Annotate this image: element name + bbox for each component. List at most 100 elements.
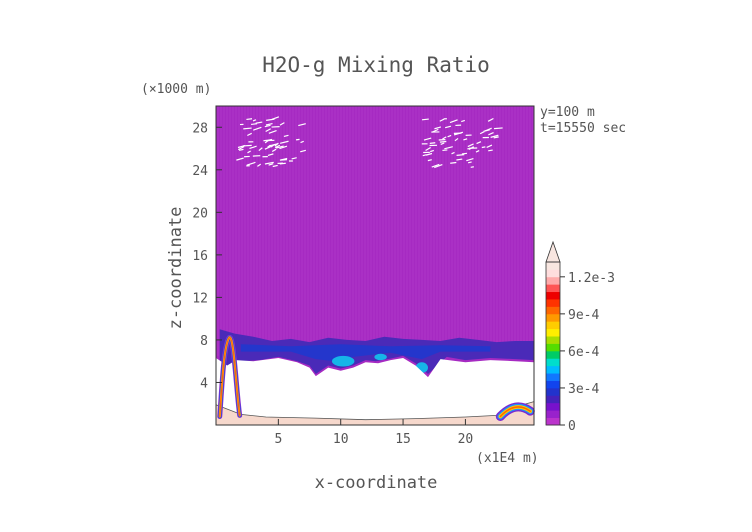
cloud-streak: [431, 163, 440, 168]
cloud-streak: [440, 142, 445, 146]
cloud-streak: [258, 147, 263, 152]
cloud-streak: [421, 118, 429, 121]
cloud-streak: [267, 153, 274, 156]
cloud-streak: [275, 145, 284, 149]
cloud-streak: [444, 125, 452, 129]
cloud-streak: [439, 118, 445, 122]
cloud-streak: [456, 158, 463, 161]
y-tick-label: 16: [192, 249, 208, 264]
cloud-streak: [485, 127, 492, 132]
cloud-streak: [300, 149, 307, 153]
cloud-streak: [264, 124, 271, 128]
colorbar-swatch: [546, 358, 560, 367]
cloud-streak: [434, 163, 443, 169]
cloud-streak: [236, 157, 244, 161]
cloud-streak: [271, 116, 280, 120]
cloud-streak: [442, 136, 447, 140]
cloud-streak: [269, 143, 278, 147]
surface-layer: [216, 401, 534, 425]
colorbar-swatch: [546, 387, 560, 396]
cloud-streak: [488, 132, 494, 136]
colorbar-tick-label: 9e-4: [568, 308, 599, 323]
colorbar-swatch: [546, 284, 560, 293]
colorbar-swatch: [546, 336, 560, 344]
cloud-streak: [298, 123, 306, 127]
cloud-streak: [279, 122, 285, 126]
cloud-streak: [265, 123, 273, 126]
cloud-streak: [447, 134, 452, 138]
cloud-streak: [279, 145, 288, 150]
cloud-streak: [423, 137, 432, 141]
cloud-streak: [279, 140, 289, 144]
colorbar-swatch: [546, 410, 560, 418]
cloud-streak: [249, 145, 257, 149]
y-tick-label: 12: [192, 291, 208, 306]
cloud-streak: [253, 126, 262, 131]
cloud-streak: [274, 144, 281, 149]
chart-title: H2O-g Mixing Ratio: [262, 53, 490, 77]
colorbar-swatch: [546, 417, 560, 426]
y-tick-label: 24: [192, 164, 208, 179]
colorbar-tick-label: 0: [568, 419, 576, 434]
x-axis-label: x-coordinate: [315, 473, 438, 493]
cloud-streak: [487, 117, 494, 122]
cloud-streak: [454, 137, 459, 142]
cloud-streak: [255, 121, 263, 124]
cloud-streak: [271, 148, 277, 153]
cloud-streak: [264, 161, 274, 165]
cloud-streak: [450, 161, 457, 164]
colorbar-tick-label: 6e-4: [568, 345, 599, 360]
colorbar-swatch: [546, 321, 560, 330]
cloud-streak: [467, 161, 472, 164]
colorbar-swatch: [546, 262, 560, 270]
cloud-streak: [429, 142, 436, 144]
cloud-streak: [466, 157, 474, 162]
moist-patch: [331, 355, 355, 367]
x-axis: 5 10 15 20: [274, 419, 473, 447]
y-axis-label: z-coordinate: [166, 207, 186, 330]
cloud-streak: [246, 161, 256, 166]
colorbar-swatch: [546, 343, 560, 352]
cloud-streak: [252, 119, 257, 122]
cloud-streak: [264, 145, 272, 150]
cloud-streak: [449, 119, 458, 124]
colorbar-swatch: [546, 269, 560, 278]
cloud-streak: [237, 144, 246, 149]
cloud-streak: [283, 134, 289, 137]
moist-patch: [374, 353, 387, 361]
cloud-streak: [451, 151, 455, 155]
cloud-streak: [490, 134, 499, 138]
cloud-streak: [430, 149, 435, 153]
cloud-streak: [268, 129, 277, 134]
cloud-streak: [476, 141, 482, 145]
cloud-streak: [247, 150, 251, 154]
colorbar-swatch: [546, 402, 560, 411]
cloud-streak: [434, 126, 442, 130]
cloud-streak: [268, 163, 274, 166]
colorbar-tick-label: 1.2e-3: [568, 271, 615, 286]
cloud-streak: [479, 131, 485, 135]
x-tick-label: 15: [395, 432, 411, 447]
cloud-streak: [486, 144, 493, 148]
cloud-streak: [456, 154, 465, 156]
colorbar-extend-arrow: [545, 240, 561, 263]
y-axis-unit: (×1000 m): [141, 82, 211, 97]
colorbar-tick-label: 3e-4: [568, 382, 599, 397]
cloud-streak: [246, 118, 253, 121]
cloud-streak: [431, 128, 439, 133]
x-axis-unit: (x1E4 m): [476, 451, 539, 466]
cloud-streak: [439, 140, 447, 143]
cloud-streak: [251, 123, 257, 126]
cloud-streak: [272, 164, 278, 168]
info-y-position: y=100 m: [540, 105, 595, 120]
colorbar: 0 3e-4 6e-4 9e-4 1.2e-3: [545, 240, 615, 434]
cloud-streak: [475, 149, 480, 153]
cloud-streak: [481, 146, 486, 149]
field-texture: [217, 106, 534, 356]
y-tick-label: 28: [192, 121, 208, 136]
colorbar-swatch: [546, 306, 560, 315]
dry-region: [216, 358, 534, 421]
plot-frame: [215, 105, 535, 426]
cloud-streak: [461, 119, 465, 123]
